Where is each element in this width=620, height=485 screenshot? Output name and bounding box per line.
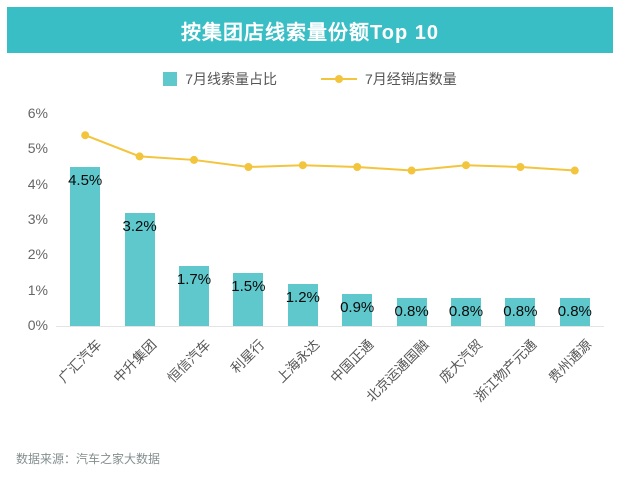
legend: 7月线索量占比 7月经销店数量 <box>0 68 620 90</box>
bar-value-label: 0.8% <box>394 302 429 320</box>
line-point <box>298 161 307 170</box>
bar-value-label: 0.8% <box>557 302 592 320</box>
trend-line <box>84 134 575 172</box>
line-swatch-dot <box>335 75 343 83</box>
bar-series-swatch <box>163 72 178 86</box>
y-axis-label: 3% <box>27 211 48 227</box>
data-source: 数据来源：汽车之家大数据 <box>16 452 161 466</box>
legend-item-line-series: 7月经销店数量 <box>321 69 457 89</box>
bar <box>179 265 209 326</box>
line-point <box>407 166 416 175</box>
bar <box>505 297 536 326</box>
y-axis-label: 6% <box>27 105 48 121</box>
legend-item-bar-series: 7月线索量占比 <box>163 69 277 89</box>
bar-value-label: 1.2% <box>285 288 320 306</box>
bar <box>451 297 481 326</box>
bar-value-label: 1.5% <box>231 278 266 295</box>
bar-value-label: 3.2% <box>122 217 157 235</box>
y-axis-label: 0% <box>27 317 48 333</box>
bar-value-label: 0.8% <box>448 302 484 320</box>
bar-value-label: 0.9% <box>340 299 375 317</box>
bar-value-label: 1.7% <box>176 270 212 288</box>
y-axis-label: 1% <box>27 281 48 298</box>
bar <box>287 283 318 326</box>
line-point <box>570 166 579 175</box>
bar <box>124 212 155 326</box>
line-point <box>244 163 253 171</box>
line-point <box>81 131 90 140</box>
x-axis-line <box>56 326 604 327</box>
line-series-swatch <box>321 72 357 86</box>
bar <box>342 294 373 326</box>
line-point <box>353 163 362 171</box>
line-point <box>135 152 144 161</box>
bar <box>233 273 264 326</box>
line-series-label: 7月经销店数量 <box>365 71 457 87</box>
bar-value-label: 4.5% <box>68 172 103 189</box>
chart-title-banner: 按集团店线索量份额Top 10 <box>7 7 613 53</box>
page-title: 按集团店线索量份额Top 10 <box>181 21 439 44</box>
bar <box>396 297 427 326</box>
bar <box>70 167 101 326</box>
bar-series-label: 7月线索量占比 <box>185 71 277 87</box>
y-axis-label: 4% <box>27 175 48 192</box>
bar-value-label: 0.8% <box>503 302 538 320</box>
line-point <box>190 155 198 164</box>
y-axis-label: 5% <box>27 140 48 157</box>
bar <box>559 297 590 326</box>
y-axis-label: 2% <box>27 246 48 263</box>
line-point <box>462 161 470 170</box>
line-point <box>516 163 525 171</box>
